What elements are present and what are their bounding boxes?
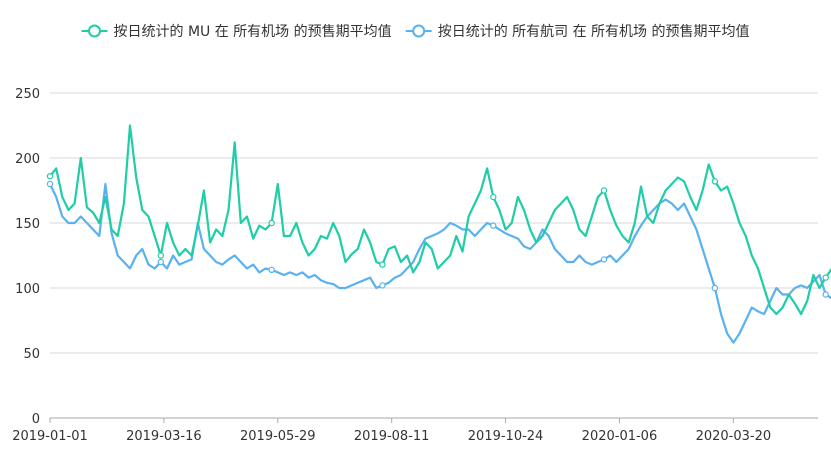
series-point-1 <box>46 180 54 188</box>
series-point-0 <box>268 219 275 227</box>
series-point-1 <box>822 291 829 298</box>
y-tick-label: 0 <box>32 412 40 427</box>
x-tick-label: 2019-01-01 <box>12 429 88 444</box>
y-tick-label: 100 <box>15 282 40 297</box>
x-axis: 2019-01-01 2019-03-16 2019-05-29 2019-08-11… <box>12 418 771 444</box>
y-tick-label: 150 <box>15 217 40 232</box>
legend-circle-icon <box>412 24 426 38</box>
y-tick-label: 50 <box>23 347 40 362</box>
x-tick-label: 2020-03-20 <box>696 429 772 444</box>
series-layer <box>46 124 831 344</box>
series-point-0 <box>490 193 497 201</box>
x-tick-label: 2020-01-06 <box>582 429 658 444</box>
series-point-0 <box>157 252 165 259</box>
series-line-1 <box>49 182 831 344</box>
series-line-0 <box>49 124 831 316</box>
series-point-1 <box>600 256 608 263</box>
y-tick-label: 200 <box>15 152 40 167</box>
x-tick-label: 2019-10-24 <box>468 429 544 444</box>
gridlines <box>50 92 818 419</box>
series-point-1 <box>268 266 275 273</box>
series-point-0 <box>822 274 829 281</box>
series-point-1 <box>379 282 386 289</box>
series-point-0 <box>379 261 386 268</box>
legend-item-0[interactable]: 按日统计的 MU 在 所有机场 的预售期平均值 <box>81 24 392 40</box>
legend-label: 按日统计的 MU 在 所有机场 的预售期平均值 <box>114 24 392 40</box>
x-tick-label: 2019-08-11 <box>354 429 430 444</box>
legend-label: 按日统计的 所有航司 在 所有机场 的预售期平均值 <box>438 24 750 40</box>
y-tick-label: 250 <box>15 87 40 102</box>
legend-circle-icon <box>88 24 101 38</box>
series-point-0 <box>711 178 719 185</box>
x-tick-label: 2019-05-29 <box>240 429 316 444</box>
series-point-1 <box>490 222 497 229</box>
series-point-1 <box>157 258 165 266</box>
series-point-1 <box>711 284 719 292</box>
x-tick-label: 2019-03-16 <box>126 429 202 444</box>
legend: 按日统计的 MU 在 所有机场 的预售期平均值 按日统计的 所有航司 在 所有机场… <box>81 24 750 40</box>
series-point-0 <box>46 172 54 180</box>
series-point-0 <box>600 187 608 194</box>
legend-item-1[interactable]: 按日统计的 所有航司 在 所有机场 的预售期平均值 <box>405 24 750 40</box>
y-axis: 0 50 100 150 200 250 <box>15 87 40 427</box>
